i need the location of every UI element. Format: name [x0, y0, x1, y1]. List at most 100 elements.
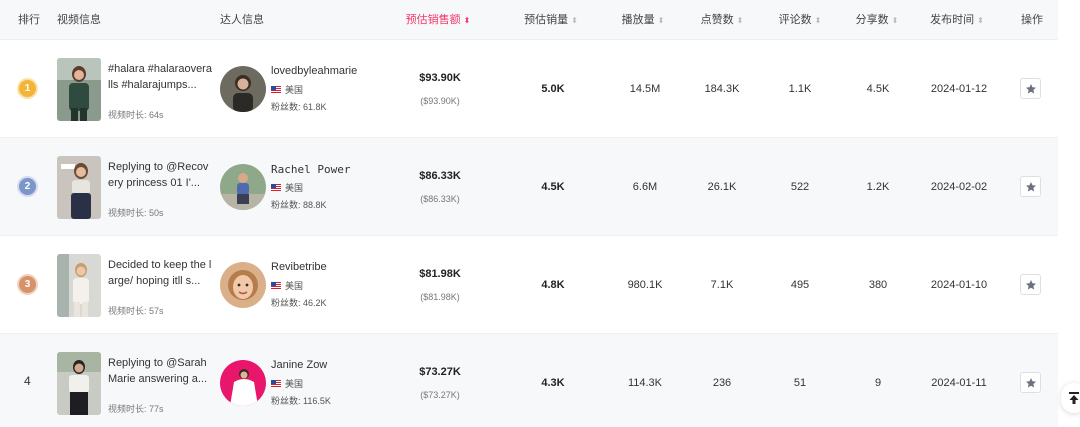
header-shares[interactable]: 分享数 ⬍: [856, 0, 899, 40]
header-est-sales-amount[interactable]: 预估销售额 ⬍: [406, 0, 471, 40]
sort-icon: ⬍: [977, 16, 984, 25]
creator-country: 美国: [271, 279, 303, 292]
creator-avatar[interactable]: [220, 360, 266, 406]
creator-fans: 粉丝数: 61.8K: [271, 102, 327, 112]
comments: 51: [793, 377, 807, 389]
star-icon: [1025, 181, 1036, 192]
shares: 9: [874, 377, 882, 389]
est-sales-amount: $93.90K: [419, 72, 461, 84]
header-video-info: 视频信息: [57, 14, 101, 26]
video-thumbnail[interactable]: [57, 58, 101, 121]
video-duration: 视频时长: 50s: [108, 208, 164, 218]
shares: 380: [868, 279, 888, 291]
rank-medal-gold-icon: 1: [19, 80, 36, 97]
header-est-sales-volume[interactable]: 预估销量 ⬍: [524, 0, 578, 40]
video-thumbnail[interactable]: [57, 352, 101, 415]
sort-icon: ⬍: [463, 16, 471, 25]
creator-fans: 粉丝数: 116.5K: [271, 396, 331, 406]
favorite-button[interactable]: [1020, 372, 1041, 393]
us-flag-icon: [271, 86, 281, 93]
favorite-button[interactable]: [1020, 274, 1041, 295]
star-icon: [1025, 279, 1036, 290]
creator-country: 美国: [271, 377, 303, 390]
est-sales-volume: 4.8K: [541, 279, 565, 291]
sort-icon: ⬍: [891, 16, 899, 25]
creator-country: 美国: [271, 181, 303, 194]
rank-number: 4: [24, 374, 31, 388]
est-sales-amount-sub: ($73.27K): [420, 390, 460, 400]
header-plays[interactable]: 播放量 ⬍: [622, 0, 665, 40]
favorite-button[interactable]: [1020, 176, 1041, 197]
est-sales-volume: 5.0K: [541, 83, 565, 95]
creator-avatar[interactable]: [220, 66, 266, 112]
favorite-button[interactable]: [1020, 78, 1041, 99]
header-comments[interactable]: 评论数 ⬍: [779, 0, 822, 40]
table-row: 2 Replying to @Recovery princess 01 I'..…: [0, 138, 1058, 236]
plays: 14.5M: [629, 83, 661, 95]
shares: 1.2K: [866, 181, 890, 193]
table-row: 4 Replying to @Sarah Marie answering a..…: [0, 334, 1058, 427]
shares: 4.5K: [866, 83, 890, 95]
video-thumbnail[interactable]: [57, 156, 101, 219]
comments: 1.1K: [788, 83, 812, 95]
plays: 980.1K: [627, 279, 663, 291]
est-sales-volume: 4.5K: [541, 181, 565, 193]
video-title[interactable]: Replying to @Recovery princess 01 I'...: [108, 161, 209, 189]
header-rank: 排行: [18, 14, 40, 26]
video-duration: 视频时长: 77s: [108, 404, 164, 414]
sort-icon: ⬍: [657, 16, 665, 25]
table-row: 3 Decided to keep the large/ hoping itll…: [0, 236, 1058, 334]
sort-icon: ⬍: [571, 16, 578, 25]
header-creator-info: 达人信息: [220, 14, 264, 26]
video-duration: 视频时长: 57s: [108, 306, 164, 316]
plays: 6.6M: [632, 181, 658, 193]
star-icon: [1025, 377, 1036, 388]
video-thumbnail[interactable]: [57, 254, 101, 317]
back-to-top-icon: [1069, 392, 1079, 404]
video-title[interactable]: #halara #halaraoveralls #halarajumps...: [108, 63, 212, 91]
header-publish-time[interactable]: 发布时间 ⬍: [930, 0, 984, 40]
publish-date: 2024-02-02: [930, 181, 988, 193]
likes: 184.3K: [704, 83, 740, 95]
table-header: 排行 视频信息 达人信息 预估销售额 ⬍ 预估销量 ⬍ 播放量 ⬍ 点赞数 ⬍ 评论数 ⬍…: [0, 0, 1058, 40]
us-flag-icon: [271, 282, 281, 289]
back-to-top-button[interactable]: [1061, 383, 1080, 413]
table-row: 1 #halara #halaraoveralls #halarajumps..…: [0, 40, 1058, 138]
sort-icon: ⬍: [736, 16, 744, 25]
comments: 495: [790, 279, 810, 291]
est-sales-amount: $81.98K: [419, 268, 461, 280]
video-duration: 视频时长: 64s: [108, 110, 164, 120]
est-sales-amount: $86.33K: [419, 170, 461, 182]
header-actions: 操作: [1021, 14, 1043, 26]
publish-date: 2024-01-12: [930, 83, 988, 95]
us-flag-icon: [271, 380, 281, 387]
creator-name[interactable]: Revibetribe: [271, 261, 327, 273]
likes: 26.1K: [707, 181, 737, 193]
publish-date: 2024-01-11: [931, 377, 987, 389]
est-sales-amount-sub: ($86.33K): [420, 194, 460, 204]
video-title[interactable]: Decided to keep the large/ hoping itll s…: [108, 259, 212, 287]
header-likes[interactable]: 点赞数 ⬍: [701, 0, 744, 40]
est-sales-amount-sub: ($81.98K): [420, 292, 460, 302]
likes: 236: [712, 377, 732, 389]
creator-name[interactable]: Rachel Power: [271, 163, 351, 176]
creator-fans: 粉丝数: 46.2K: [271, 298, 327, 308]
star-icon: [1025, 83, 1036, 94]
plays: 114.3K: [627, 377, 663, 389]
est-sales-amount: $73.27K: [419, 366, 461, 378]
creator-country: 美国: [271, 83, 303, 96]
creator-avatar[interactable]: [220, 262, 266, 308]
video-ranking-table: 排行 视频信息 达人信息 预估销售额 ⬍ 预估销量 ⬍ 播放量 ⬍ 点赞数 ⬍ 评论数 ⬍…: [0, 0, 1058, 427]
publish-date: 2024-01-10: [930, 279, 988, 291]
sort-icon: ⬍: [814, 16, 822, 25]
likes: 7.1K: [710, 279, 734, 291]
creator-avatar[interactable]: [220, 164, 266, 210]
est-sales-amount-sub: ($93.90K): [420, 96, 460, 106]
comments: 522: [790, 181, 810, 193]
creator-name[interactable]: Janine Zow: [271, 359, 328, 371]
creator-name[interactable]: lovedbyleahmarie: [271, 65, 358, 77]
us-flag-icon: [271, 184, 281, 191]
video-title[interactable]: Replying to @Sarah Marie answering a...: [108, 357, 208, 385]
rank-medal-silver-icon: 2: [19, 178, 36, 195]
creator-fans: 粉丝数: 88.8K: [271, 200, 327, 210]
